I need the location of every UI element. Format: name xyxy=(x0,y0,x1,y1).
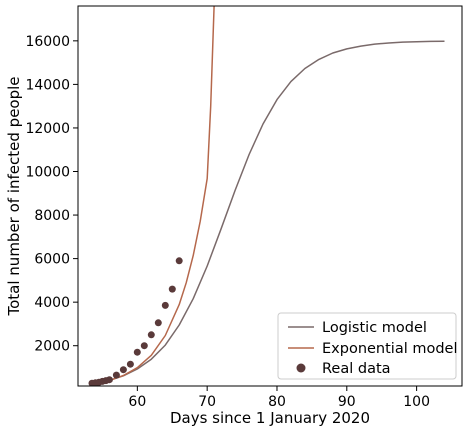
legend-swatch-real-data xyxy=(296,363,306,373)
x-tick-label: 70 xyxy=(198,394,216,410)
data-point xyxy=(168,285,176,293)
data-point xyxy=(133,348,141,356)
data-point xyxy=(126,360,134,368)
legend-label-real-data: Real data xyxy=(322,361,391,377)
y-tick-label: 12000 xyxy=(25,121,70,137)
y-axis: 2000 4000 6000 8000 10000 12000 14000 16000 xyxy=(25,34,78,355)
data-point xyxy=(119,366,127,374)
y-tick-label: 8000 xyxy=(34,208,70,224)
y-tick-label: 14000 xyxy=(25,77,70,93)
data-point xyxy=(175,257,183,265)
data-point xyxy=(147,331,155,339)
x-tick-label: 60 xyxy=(128,394,146,410)
series-line-logistic-model xyxy=(95,40,445,385)
x-axis-label: Days since 1 January 2020 xyxy=(170,409,370,427)
data-point xyxy=(154,319,162,327)
data-point xyxy=(112,371,120,379)
series-line-exponential-model xyxy=(95,6,215,385)
plot-area-frame xyxy=(77,5,463,387)
y-tick-label: 2000 xyxy=(34,339,70,355)
x-tick-label: 90 xyxy=(338,394,356,410)
y-tick-label: 4000 xyxy=(34,295,70,311)
legend: Logistic model Exponential model Real da… xyxy=(277,312,458,380)
y-tick-label: 16000 xyxy=(25,34,70,50)
x-tick-label: 80 xyxy=(268,394,286,410)
x-axis: 60 70 80 90 100 xyxy=(128,386,430,410)
legend-box xyxy=(277,312,457,380)
legend-label-logistic: Logistic model xyxy=(322,320,427,336)
data-point xyxy=(161,301,169,309)
x-tick-label: 100 xyxy=(403,394,430,410)
y-tick-label: 6000 xyxy=(34,252,70,268)
legend-label-exponential: Exponential model xyxy=(322,341,458,357)
data-point xyxy=(105,376,113,384)
y-tick-label: 10000 xyxy=(25,165,70,181)
data-point xyxy=(140,342,148,350)
y-axis-label: Total number of infected people xyxy=(5,76,23,316)
